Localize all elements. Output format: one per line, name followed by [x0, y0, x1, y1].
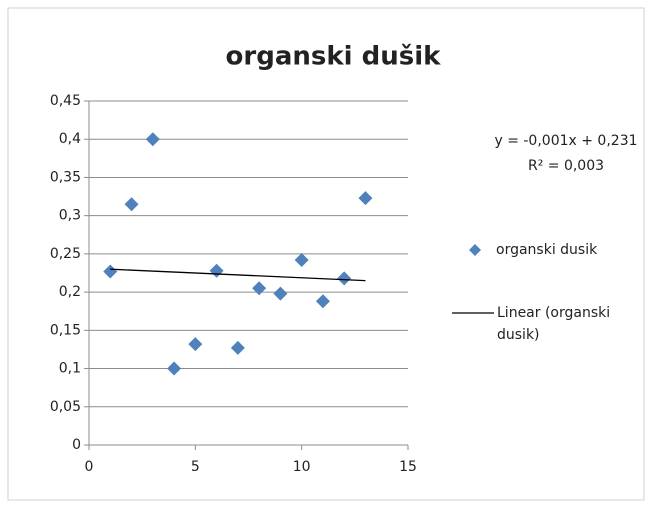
r-squared: R² = 0,003	[528, 158, 604, 174]
data-point	[315, 294, 330, 309]
legend-scatter-label: organski dusik	[496, 242, 598, 258]
legend-trend-label: Linear (organski dusik)	[497, 305, 611, 343]
y-tick-label: 0,3	[59, 208, 81, 224]
y-tick-label: 0,4	[59, 131, 81, 147]
y-tick-label: 0	[72, 437, 81, 453]
x-tick-label: 15	[399, 459, 417, 475]
data-point	[230, 340, 245, 355]
data-point	[294, 253, 309, 268]
data-point	[145, 132, 160, 147]
x-tick-label: 0	[85, 459, 94, 475]
legend-marker	[469, 244, 481, 256]
y-tick-label: 0,05	[50, 399, 81, 415]
x-tick-label: 10	[293, 459, 311, 475]
data-point	[103, 264, 118, 279]
y-tick-label: 0,15	[50, 322, 81, 338]
data-point	[188, 337, 203, 352]
data-point	[273, 286, 288, 301]
data-point	[358, 191, 373, 206]
y-tick-label: 0,25	[50, 246, 81, 262]
y-tick-label: 0,1	[59, 361, 81, 377]
data-point	[124, 197, 139, 212]
data-point	[167, 361, 182, 376]
data-point	[337, 271, 352, 286]
y-tick-label: 0,45	[50, 93, 81, 109]
y-tick-label: 0,2	[59, 284, 81, 300]
y-tick-label: 0,35	[50, 169, 81, 185]
chart-title: organski dušik	[226, 42, 442, 72]
trendline	[110, 268, 366, 282]
equation: y = -0,001x + 0,231	[494, 133, 637, 149]
data-point	[252, 281, 267, 296]
x-tick-label: 5	[191, 459, 200, 475]
